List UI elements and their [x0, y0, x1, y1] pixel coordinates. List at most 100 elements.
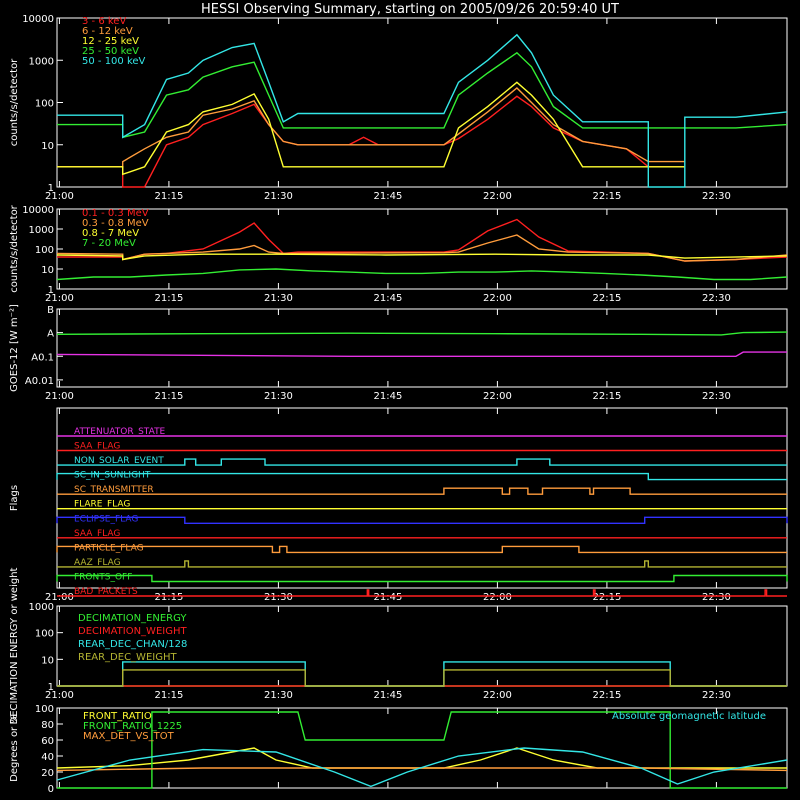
high_energy-ytick-label: 1000 [29, 225, 54, 236]
high_energy-xtick-label: 21:45 [373, 293, 402, 304]
high_energy-ylabel: counts/s/detector [9, 204, 20, 292]
high_energy-ytick-label: 100 [35, 245, 54, 256]
ratios-ytick-label: 80 [41, 720, 54, 731]
decimation-series-line [57, 661, 787, 687]
flag-line [57, 589, 787, 597]
legend-entry: 25 - 50 keV [82, 46, 139, 57]
low_energy-series-line [57, 33, 788, 188]
low_energy-ytick-label: 100 [35, 99, 54, 110]
high_energy-xtick-label: 21:00 [45, 293, 74, 304]
legend-entry: 7 - 20 MeV [82, 238, 136, 249]
goes-xtick-label: 22:30 [702, 391, 731, 402]
goes-series-line [56, 351, 787, 357]
legend-entry: 6 - 12 keV [82, 26, 133, 37]
high_energy-ytick-label: 1 [48, 285, 54, 296]
high_energy-ytick-label: 10 [41, 265, 54, 276]
ratios-ytick-label: 100 [35, 704, 54, 715]
ratios-series-line [56, 747, 787, 769]
goes-ytick-label: A0.1 [31, 352, 54, 363]
flag-line [57, 458, 787, 466]
legend-entry: 50 - 100 keV [82, 56, 146, 67]
legend-entry: 0.3 - 0.8 MeV [82, 218, 149, 229]
flag-label: SC_IN_SUNLIGHT [74, 471, 151, 481]
goes-xtick-label: 21:00 [45, 391, 74, 402]
flag-line [56, 472, 787, 481]
low_energy-xtick-label: 22:00 [483, 191, 512, 202]
flag-label: SAA_FLAG [74, 442, 120, 452]
high_energy-series-line [56, 253, 788, 261]
legend-entry: 0.8 - 7 MeV [82, 228, 139, 239]
low_energy-ytick-label: 1 [48, 183, 54, 194]
flag-line [56, 516, 788, 524]
low_energy-ytick-label: 10000 [22, 14, 54, 25]
legend-entry: 0.1 - 0.3 MeV [82, 208, 149, 219]
flag-label: SC_TRANSMITTER [74, 485, 154, 495]
legend-entry: FRONT_RATIO [83, 711, 152, 722]
low_energy-series-line [57, 81, 685, 176]
flags-xtick-label: 22:15 [592, 592, 621, 603]
flags-xtick-label: 21:15 [154, 592, 183, 603]
flag-line [57, 560, 787, 568]
decimation-ytick-label: 1000 [29, 602, 54, 613]
legend-entry: 12 - 25 keV [82, 36, 139, 47]
flags-frame [56, 407, 788, 589]
flag-label: BAD_PACKETS [74, 587, 138, 597]
goes-ytick-label: A [47, 329, 54, 340]
goes-ytick-label: B [47, 305, 54, 316]
goes-xtick-label: 22:15 [592, 391, 621, 402]
high_energy-series-line [56, 268, 788, 281]
flags-xtick-label: 21:00 [45, 592, 74, 603]
legend-entry: 3 - 6 keV [82, 16, 126, 27]
ratios-series-line [56, 747, 788, 788]
flag-label: AAZ_FLAG [74, 558, 121, 568]
flags-xtick-label: 22:30 [702, 592, 731, 603]
flags-xtick-label: 21:30 [264, 592, 293, 603]
goes-xtick-label: 21:15 [154, 391, 183, 402]
low_energy-xtick-label: 21:30 [264, 191, 293, 202]
decimation-ylabel: DECIMATION ENERGY or weight [9, 567, 20, 724]
flag-label: NON_SOLAR_EVENT [74, 456, 164, 466]
goes-frame [56, 308, 788, 388]
high_energy-xtick-label: 22:30 [702, 293, 731, 304]
legend-entry: REAR_DEC_WEIGHT [78, 652, 177, 663]
legend-entry: DECIMATION_WEIGHT [78, 626, 187, 637]
low_energy-series-line [57, 51, 788, 139]
low_energy-ytick-label: 1000 [29, 56, 54, 67]
goes-ylabel: GOES-12 [W m⁻²] [9, 304, 20, 392]
legend-entry: FRONT_RATIO_1225 [83, 721, 182, 732]
flag-label: SAA_FLAG [74, 529, 120, 539]
ratios-series-line [56, 767, 788, 772]
flag-line [56, 545, 787, 554]
legend-entry: DECIMATION_ENERGY [78, 613, 187, 624]
legend-entry: REAR_DEC_CHAN/128 [78, 639, 187, 650]
ratios-ytick-label: 0 [48, 784, 54, 795]
high_energy-series-line [56, 234, 788, 262]
low_energy-xtick-label: 21:45 [373, 191, 402, 202]
low_energy-series-line [57, 87, 685, 168]
flags-xtick-label: 22:00 [483, 592, 512, 603]
low_energy-ytick-label: 10 [41, 141, 54, 152]
ratios-frame [56, 707, 788, 789]
goes-series-line [56, 331, 788, 336]
ratios-ytick-label: 60 [41, 736, 54, 747]
low_energy-ylabel: counts/s/detector [9, 58, 20, 146]
high_energy-ytick-label: 10000 [22, 205, 54, 216]
high_energy-xtick-label: 22:15 [592, 293, 621, 304]
goes-xtick-label: 21:45 [373, 391, 402, 402]
low_energy-xtick-label: 21:15 [154, 191, 183, 202]
legend-entry: Absolute geomagnetic latitude [612, 711, 766, 722]
flags-xtick-label: 21:45 [373, 592, 402, 603]
flag-label: FRONTS_OFF [74, 572, 132, 582]
flag-label: FLARE_FLAG [74, 500, 130, 510]
decimation-xtick-label: 21:30 [264, 690, 293, 701]
goes-ytick-label: A0.01 [25, 376, 54, 387]
ratios-ytick-label: 20 [41, 768, 54, 779]
flags-ylabel: Flags [9, 485, 20, 511]
legend-entry: MAX_DET_VS_TOT [83, 731, 175, 742]
low_energy-xtick-label: 21:00 [45, 191, 74, 202]
ratios-series-line [57, 711, 787, 789]
flag-label: ECLIPSE_FLAG [74, 514, 138, 524]
flag-line [56, 574, 788, 583]
goes-xtick-label: 21:30 [264, 391, 293, 402]
